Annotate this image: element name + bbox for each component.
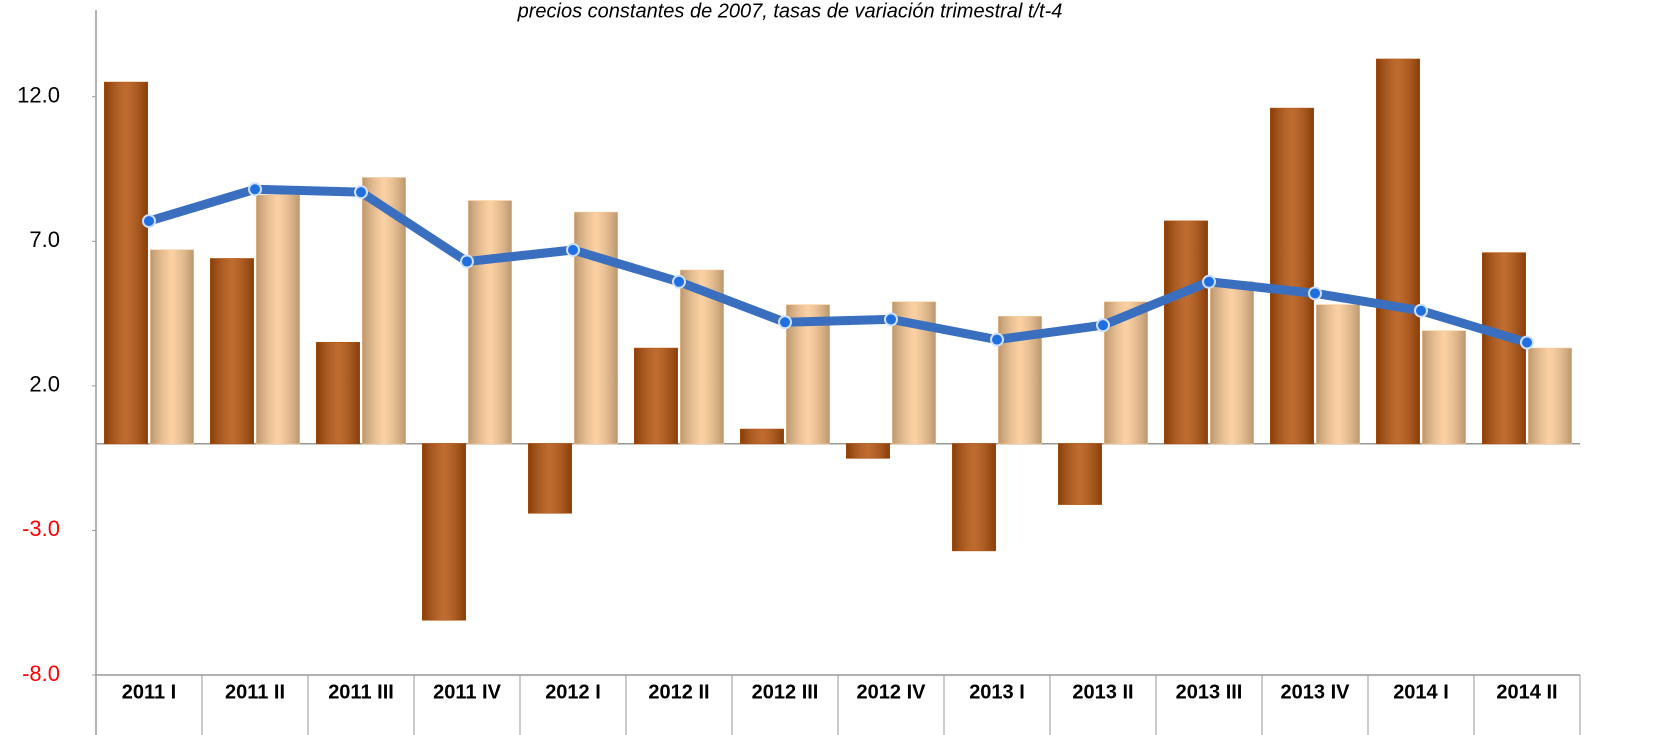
line-marker — [1308, 286, 1322, 301]
line — [147, 184, 1529, 347]
bar-shade — [574, 212, 618, 444]
line-marker — [354, 185, 368, 200]
bar-shade — [1422, 330, 1466, 444]
line-marker — [990, 332, 1004, 347]
line-marker — [248, 182, 262, 197]
bar-shade — [1482, 252, 1526, 444]
x-tick-label: 2013 III — [1176, 681, 1243, 703]
bar-shade — [1316, 304, 1360, 444]
bar-shade — [1164, 221, 1208, 444]
bar-shade — [846, 443, 890, 459]
bar-shade — [528, 443, 572, 514]
y-tick-label: -3.0 — [22, 516, 60, 541]
x-tick-label: 2011 I — [122, 681, 177, 703]
bar-shade — [1528, 348, 1572, 444]
x-tick-label: 2013 IV — [1281, 681, 1351, 703]
bar-shade — [634, 348, 678, 444]
bar-shade — [468, 200, 512, 444]
x-tick-label: 2011 II — [225, 681, 285, 703]
bar-shade — [786, 304, 830, 444]
line-marker — [1520, 335, 1534, 350]
x-tick-label: 2012 III — [752, 681, 819, 703]
x-tick-label: 2012 I — [545, 681, 601, 703]
y-tick-label: 7.0 — [29, 227, 60, 252]
bar-shade — [316, 342, 360, 444]
line-marker — [460, 254, 474, 269]
y-tick-label: 2.0 — [29, 372, 60, 397]
y-tick-label: -8.0 — [22, 661, 60, 686]
line-marker — [884, 312, 898, 327]
bar-shade — [210, 258, 254, 444]
bar-shade — [1210, 281, 1254, 444]
line-marker — [566, 242, 580, 257]
bar-shade — [104, 82, 148, 444]
bar-shade — [256, 195, 300, 444]
x-tick-label: 2011 IV — [433, 681, 502, 703]
x-tick-label: 2011 III — [328, 681, 394, 703]
x-tick-label: 2013 II — [1072, 681, 1133, 703]
bar-shade — [150, 249, 194, 444]
x-tick-label: 2014 I — [1393, 681, 1449, 703]
x-tick-label: 2014 II — [1496, 681, 1557, 703]
chart-title: precios constantes de 2007, tasas de var… — [517, 0, 1063, 22]
line-marker — [778, 315, 792, 330]
line-marker — [1414, 303, 1428, 318]
bar-shade — [362, 177, 406, 444]
bar-shade — [1058, 443, 1102, 505]
x-tick-label: 2012 II — [648, 681, 709, 703]
bar-shade — [1270, 108, 1314, 444]
line-marker — [142, 214, 156, 229]
line-marker — [1096, 318, 1110, 333]
bar-shade — [1376, 59, 1420, 444]
x-tick-label: 2012 IV — [857, 681, 927, 703]
line-marker — [672, 274, 686, 289]
y-tick-label: 12.0 — [17, 83, 60, 108]
bar-shade — [952, 443, 996, 551]
x-tick-label: 2013 I — [969, 681, 1025, 703]
line-marker — [1202, 274, 1216, 289]
bar-shade — [740, 429, 784, 444]
bar-shade — [422, 443, 466, 621]
